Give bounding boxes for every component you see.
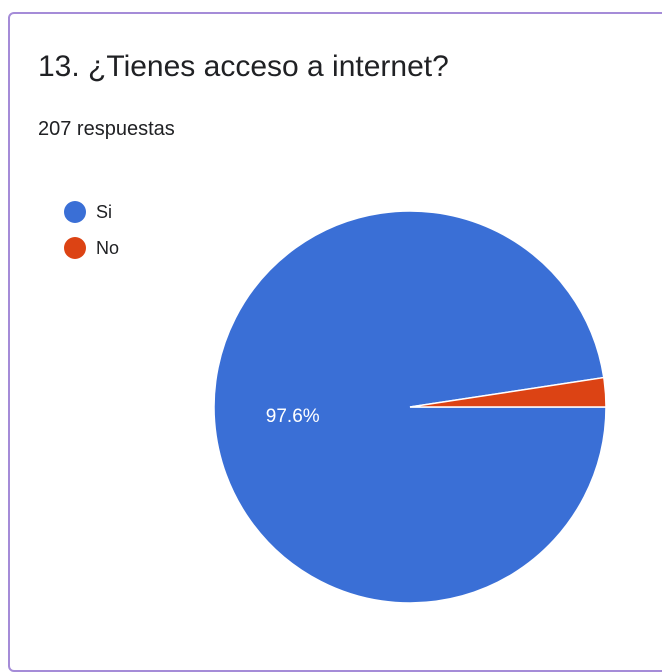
legend-item-no[interactable]: No	[64, 230, 119, 266]
legend-marker-si	[64, 201, 86, 223]
pie-slice-no[interactable]	[409, 376, 607, 408]
legend-label-no: No	[96, 237, 120, 258]
legend-item-si[interactable]: Si	[64, 194, 119, 230]
response-count: 207 respuestas	[38, 118, 175, 140]
legend-marker-no	[64, 237, 86, 259]
question-title: 13. ¿Tienes acceso a internet?	[38, 50, 449, 83]
chart-legend: Si No	[64, 194, 119, 266]
pie-data-label-si: 97.6%	[266, 406, 320, 427]
legend-label-si: Si	[96, 201, 113, 222]
